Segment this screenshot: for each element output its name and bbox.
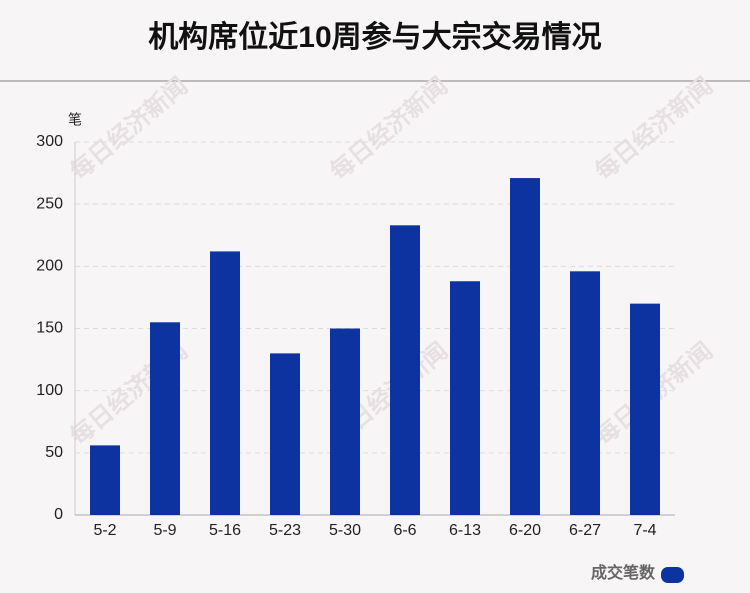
legend-label: 成交笔数 <box>591 563 656 582</box>
x-tick-label: 6-27 <box>569 522 601 539</box>
x-tick-label: 7-4 <box>633 522 656 539</box>
y-tick-label: 100 <box>36 382 63 399</box>
bar <box>570 271 600 515</box>
legend-swatch <box>661 567 684 583</box>
bar <box>330 328 360 515</box>
y-tick-label: 300 <box>36 133 63 150</box>
bar <box>90 445 120 515</box>
y-tick-label: 200 <box>36 258 63 275</box>
y-tick-label: 250 <box>36 195 63 212</box>
y-tick-label: 150 <box>36 320 63 337</box>
bar <box>450 281 480 515</box>
y-tick-label: 0 <box>54 506 63 523</box>
x-tick-label: 6-13 <box>449 522 481 539</box>
bar <box>630 303 660 515</box>
y-unit: 笔 <box>68 112 82 128</box>
x-tick-label: 5-2 <box>93 522 116 539</box>
x-tick-label: 5-16 <box>209 522 241 539</box>
chart-title: 机构席位近10周参与大宗交易情况 <box>148 20 601 54</box>
bar <box>210 251 240 515</box>
x-tick-label: 6-6 <box>393 522 416 539</box>
bar <box>510 178 540 515</box>
bar <box>390 225 420 515</box>
bar <box>150 322 180 515</box>
x-tick-label: 6-20 <box>509 522 541 539</box>
x-tick-label: 5-23 <box>269 522 301 539</box>
y-tick-label: 50 <box>45 444 63 461</box>
bar <box>270 353 300 515</box>
x-tick-label: 5-9 <box>153 522 176 539</box>
x-tick-label: 5-30 <box>329 522 361 539</box>
